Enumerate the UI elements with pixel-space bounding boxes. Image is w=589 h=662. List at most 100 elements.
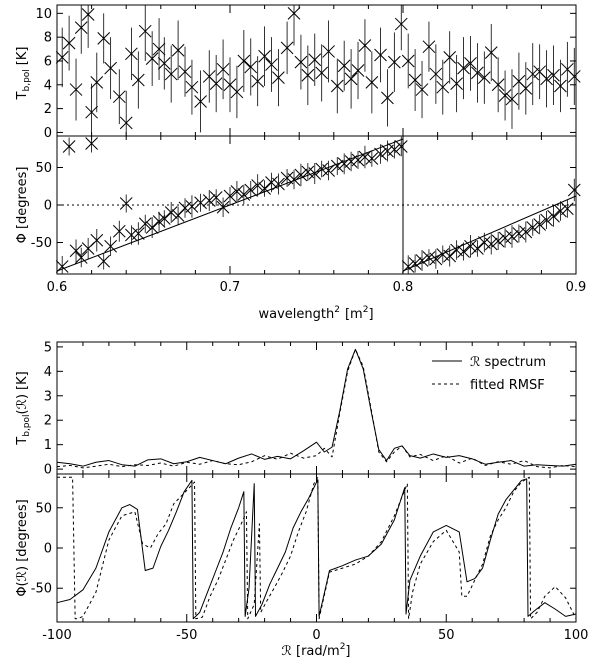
data-point [138, 217, 152, 231]
marker-stroke [374, 48, 387, 62]
y-tick-label: 4 [44, 78, 52, 93]
marker-stroke [330, 79, 344, 93]
data-point [330, 79, 344, 93]
data-point [138, 24, 152, 38]
data-point [81, 8, 95, 21]
marker-stroke [125, 47, 138, 61]
y-tick-label: 4 [44, 365, 52, 380]
marker-stroke [157, 212, 171, 225]
marker-stroke [540, 213, 553, 227]
data-point [429, 252, 443, 266]
marker-stroke [244, 60, 258, 74]
marker-stroke [164, 206, 178, 219]
y-tick-label: 1 [44, 438, 52, 453]
data-point [251, 74, 265, 88]
data-point [547, 209, 560, 223]
marker-stroke [131, 73, 145, 87]
data-point [280, 41, 294, 55]
data-point [365, 152, 379, 165]
y-tick-label: -50 [31, 236, 52, 251]
marker-stroke [131, 227, 145, 240]
marker-stroke [223, 78, 237, 92]
data-point [471, 66, 484, 80]
data-point [387, 55, 401, 69]
marker-stroke [344, 72, 358, 86]
data-point [209, 77, 223, 90]
marker-stroke [429, 252, 443, 266]
y-tick-label: 2 [44, 414, 52, 429]
marker-stroke [157, 57, 171, 70]
y-tick-label: 2 [44, 102, 52, 117]
data-point [519, 82, 533, 95]
data-point [237, 188, 251, 201]
marker-stroke [471, 66, 484, 80]
y-tick-label: -50 [31, 582, 52, 597]
data-point [301, 68, 315, 82]
marker-stroke [216, 200, 230, 214]
data-point [119, 116, 133, 130]
data-point [152, 42, 166, 56]
marker-stroke [315, 162, 329, 176]
marker-stroke [337, 157, 351, 171]
marker-stroke [301, 68, 315, 82]
data-point [62, 36, 76, 50]
data-point [74, 251, 88, 264]
marker-stroke [280, 41, 294, 55]
data-point [330, 159, 344, 173]
marker-stroke [164, 67, 178, 81]
marker-stroke [560, 62, 574, 76]
marker-stroke [152, 42, 166, 56]
y-tick-label: 6 [44, 54, 52, 69]
data-point [287, 173, 301, 186]
x-tick-label: 0.9 [566, 280, 587, 295]
marker-stroke [351, 153, 365, 167]
marker-stroke [74, 21, 88, 34]
data-point [287, 6, 301, 20]
marker-stroke [457, 245, 470, 258]
data-point [112, 224, 126, 238]
data-point [505, 230, 519, 243]
marker-stroke [112, 90, 126, 104]
data-point [131, 73, 145, 87]
marker-stroke [216, 62, 230, 76]
x-tick-label: 50 [438, 628, 455, 643]
marker-stroke [450, 243, 463, 257]
marker-stroke [526, 221, 540, 234]
data-point [294, 168, 308, 182]
marker-stroke [387, 55, 401, 69]
marker-stroke [519, 82, 533, 95]
marker-stroke [358, 150, 372, 164]
marker-stroke [104, 239, 117, 253]
marker-stroke [265, 58, 278, 71]
data-point [178, 65, 192, 79]
data-point [477, 71, 491, 84]
x-tick-label: 0 [312, 628, 320, 643]
data-point [471, 242, 484, 255]
y-tick-label: 0 [44, 126, 52, 141]
data-point [185, 80, 199, 94]
data-point [194, 95, 207, 108]
marker-stroke [104, 61, 117, 75]
data-point [97, 254, 111, 268]
marker-stroke [464, 239, 477, 253]
data-point [554, 204, 567, 218]
legend-label-spectrum: ℛ spectrum [470, 355, 546, 370]
data-point [358, 39, 372, 52]
y-tick-label: 8 [44, 31, 52, 46]
marker-stroke [330, 159, 344, 173]
data-point [443, 51, 457, 64]
marker-stroke [90, 233, 104, 247]
data-point [344, 72, 358, 86]
x-tick-label: 0.8 [393, 280, 414, 295]
marker-stroke [401, 54, 415, 68]
y-tick-label: 0 [44, 542, 52, 557]
marker-stroke [223, 189, 237, 203]
data-point [457, 61, 470, 75]
x-tick-label: 0.6 [47, 280, 68, 295]
marker-stroke [567, 183, 581, 197]
data-point [540, 72, 553, 86]
marker-stroke [209, 191, 223, 204]
data-point [185, 200, 199, 213]
data-point [484, 46, 498, 59]
